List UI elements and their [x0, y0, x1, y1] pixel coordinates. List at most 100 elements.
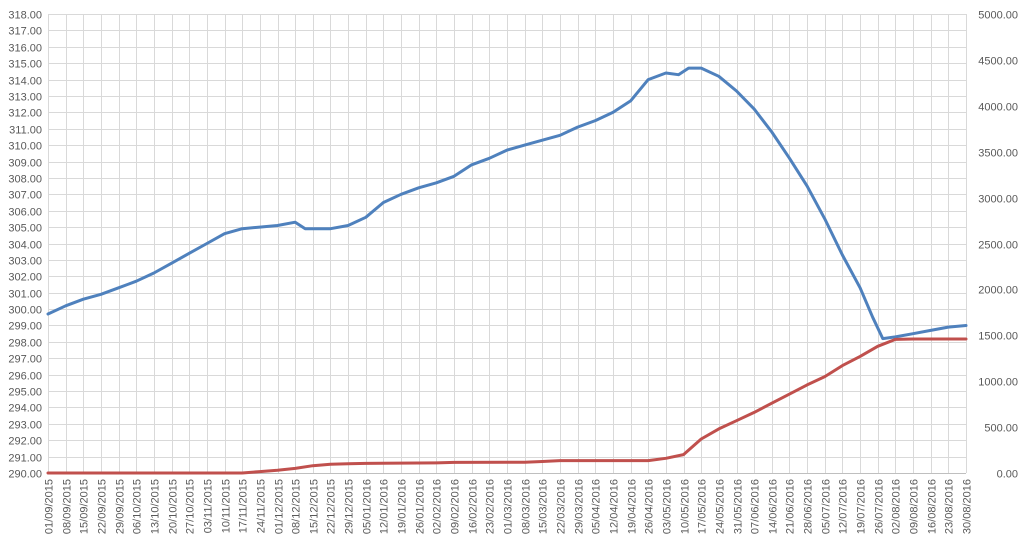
x-axis-tick-label: 02/02/2016	[432, 479, 444, 534]
left-axis-tick-label: 306.00	[8, 207, 42, 219]
x-axis-tick-label: 12/04/2016	[609, 479, 621, 534]
x-axis-tick-label: 15/09/2015	[79, 479, 91, 534]
left-axis-tick-label: 303.00	[8, 256, 42, 268]
left-axis-tick-label: 295.00	[8, 387, 42, 399]
x-axis-tick-label: 15/03/2016	[538, 479, 550, 534]
x-axis-tick-label: 26/04/2016	[644, 479, 656, 534]
left-axis-tick-label: 305.00	[8, 223, 42, 235]
left-axis-tick-labels: 290.00 291.00 292.00 293.00 294.00 295.00 296.…	[8, 10, 42, 481]
left-axis-tick-label: 302.00	[8, 272, 42, 284]
left-axis-tick-label: 318.00	[8, 10, 42, 22]
right-axis-tick-label: 4500.00	[978, 56, 1018, 68]
x-axis-tick-label: 12/07/2016	[838, 479, 850, 534]
left-axis-tick-label: 304.00	[8, 240, 42, 252]
x-axis-tick-label: 30/08/2016	[962, 479, 974, 534]
series-lines	[46, 66, 968, 475]
x-axis-tick-label: 16/02/2016	[468, 479, 480, 534]
left-axis-tick-label: 312.00	[8, 108, 42, 120]
x-axis-tick-label: 29/12/2015	[344, 479, 356, 534]
x-axis-tick-label: 01/09/2015	[44, 479, 56, 534]
series-line-right-axis	[46, 337, 968, 475]
right-axis-tick-label: 2500.00	[978, 240, 1018, 252]
x-axis-tick-label: 19/07/2016	[856, 479, 868, 534]
x-axis-tick-labels: 01/09/2015 08/09/2015 15/09/2015 22/09/2015…	[44, 479, 974, 534]
left-axis-tick-label: 297.00	[8, 354, 42, 366]
x-axis-tick-label: 26/07/2016	[874, 479, 886, 534]
x-axis-tick-label: 10/11/2015	[221, 479, 233, 533]
left-axis-tick-label: 296.00	[8, 371, 42, 383]
x-axis-tick-label: 17/05/2016	[697, 479, 709, 534]
x-axis-tick-label: 19/01/2016	[397, 479, 409, 534]
left-axis-tick-label: 314.00	[8, 76, 42, 88]
x-axis-tick-label: 05/04/2016	[591, 479, 603, 534]
left-axis-tick-label: 313.00	[8, 92, 42, 104]
x-axis-tick-label: 03/05/2016	[662, 479, 674, 534]
x-axis-tick-label: 16/08/2016	[927, 479, 939, 534]
left-axis-tick-label: 308.00	[8, 174, 42, 186]
right-axis-tick-label: 4000.00	[978, 102, 1018, 114]
x-axis-tick-label: 14/06/2016	[768, 479, 780, 534]
right-axis-tick-label: 3000.00	[978, 194, 1018, 206]
right-axis-tick-label: 2000.00	[978, 285, 1018, 297]
x-axis-tick-label: 31/05/2016	[733, 479, 745, 534]
left-axis-tick-label: 298.00	[8, 338, 42, 350]
x-axis-tick-label: 24/05/2016	[715, 479, 727, 534]
left-axis-tick-label: 293.00	[8, 420, 42, 432]
left-axis-tick-label: 311.00	[9, 125, 42, 137]
x-axis-tick-label: 03/11/2015	[203, 479, 215, 533]
x-axis-tick-label: 21/06/2016	[785, 479, 797, 534]
x-axis-tick-label: 08/09/2015	[62, 479, 74, 534]
left-axis-tick-label: 292.00	[8, 436, 42, 448]
series-line-left-axis	[46, 66, 968, 341]
left-axis-tick-label: 290.00	[8, 469, 42, 481]
right-axis-tick-labels: 0.00 500.00 1000.00 1500.00 2000.00 2500.00 30…	[978, 10, 1018, 481]
right-axis-tick-label: 1500.00	[978, 331, 1018, 343]
x-axis-tick-label: 28/06/2016	[803, 479, 815, 534]
x-axis-tick-label: 19/04/2016	[627, 479, 639, 534]
right-axis-tick-label: 500.00	[984, 423, 1018, 435]
gridlines	[48, 14, 967, 474]
x-axis-tick-label: 02/08/2016	[891, 479, 903, 534]
right-axis-tick-label: 1000.00	[978, 377, 1018, 389]
x-axis-tick-label: 29/03/2016	[574, 479, 586, 534]
right-axis-tick-label: 0.00	[997, 469, 1018, 481]
left-axis-tick-label: 299.00	[8, 321, 42, 333]
x-axis-tick-label: 24/11/2015	[256, 479, 268, 533]
x-axis-tick-label: 15/12/2015	[309, 479, 321, 534]
x-axis-tick-label: 10/05/2016	[680, 479, 692, 534]
x-axis-tick-label: 09/02/2016	[450, 479, 462, 534]
x-axis-tick-label: 01/12/2015	[274, 479, 286, 534]
x-axis-tick-label: 09/08/2016	[909, 479, 921, 534]
x-axis-tick-label: 29/09/2015	[115, 479, 127, 534]
left-axis-tick-label: 309.00	[8, 158, 42, 170]
x-axis-tick-label: 06/10/2015	[132, 479, 144, 534]
x-axis-tick-label: 17/11/2015	[238, 479, 250, 533]
right-axis-tick-label: 3500.00	[978, 148, 1018, 160]
left-axis-tick-label: 301.00	[8, 289, 42, 301]
left-axis-tick-label: 307.00	[8, 190, 42, 202]
left-axis-tick-label: 316.00	[8, 43, 42, 55]
x-axis-tick-label: 22/12/2015	[326, 479, 338, 534]
left-axis-tick-label: 315.00	[8, 59, 42, 71]
x-axis-tick-label: 05/07/2016	[821, 479, 833, 534]
x-axis-tick-label: 08/12/2015	[291, 479, 303, 534]
left-axis-tick-label: 317.00	[8, 26, 42, 38]
left-axis-tick-label: 310.00	[8, 141, 42, 153]
x-axis-tick-label: 07/06/2016	[750, 479, 762, 534]
x-axis-tick-label: 20/10/2015	[168, 479, 180, 534]
x-axis-tick-label: 23/08/2016	[944, 479, 956, 534]
x-axis-tick-label: 22/09/2015	[97, 479, 109, 534]
x-axis-tick-label: 26/01/2016	[415, 479, 427, 534]
left-axis-tick-label: 291.00	[8, 453, 42, 465]
x-axis-tick-label: 13/10/2015	[150, 479, 162, 534]
x-axis-tick-label: 01/03/2016	[503, 479, 515, 534]
right-axis-tick-label: 5000.00	[978, 10, 1018, 22]
x-axis-tick-label: 08/03/2016	[521, 479, 533, 534]
x-axis-tick-label: 27/10/2015	[185, 479, 197, 534]
x-axis-tick-label: 22/03/2016	[556, 479, 568, 534]
left-axis-tick-label: 294.00	[8, 403, 42, 415]
x-axis-tick-label: 05/01/2016	[362, 479, 374, 534]
x-axis-tick-label: 23/02/2016	[485, 479, 497, 534]
x-axis-tick-label: 12/01/2016	[379, 479, 391, 534]
